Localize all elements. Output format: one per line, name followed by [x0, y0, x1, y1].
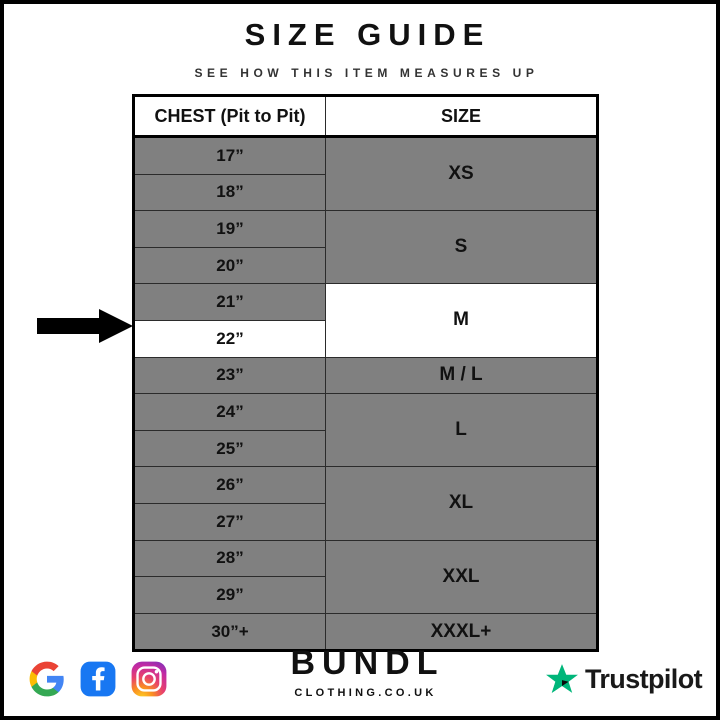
column-header-chest: CHEST (Pit to Pit) [133, 95, 326, 138]
table-row: 17” XS [133, 135, 598, 212]
chest-measurement-cell: 19” [133, 210, 326, 248]
table-row: 20” [133, 246, 598, 285]
facebook-icon[interactable] [79, 660, 117, 698]
instagram-icon[interactable] [130, 660, 168, 698]
size-label-cell: XS [325, 135, 598, 212]
table-row: 21” M [133, 283, 598, 358]
social-links [28, 660, 168, 698]
chest-measurement-cell: 30”+ [133, 612, 326, 652]
table-body: 17” XS 18” 19” S 20” 21” M 22” 23” M / L 24” L 25” 26”… [133, 135, 598, 652]
chest-measurement-cell: 28” [133, 539, 326, 578]
footer: BUNDL CLOTHING.CO.UK Trustpilot [4, 640, 716, 716]
trustpilot-star-icon [546, 664, 578, 693]
table-row: 18” [133, 173, 598, 212]
table-row: 23” M / L [133, 356, 598, 395]
size-label-cell: XXXL+ [325, 612, 598, 652]
size-label-cell: S [325, 210, 598, 285]
chest-measurement-cell: 17” [133, 136, 326, 175]
table-row: 24” L [133, 393, 598, 468]
column-header-size: SIZE [325, 95, 598, 138]
chest-measurement-cell: 29” [133, 576, 326, 614]
size-label-cell: M / L [325, 356, 598, 395]
chest-measurement-cell: 24” [133, 393, 326, 431]
chest-measurement-cell: 26” [133, 466, 326, 504]
brand-domain: CLOTHING.CO.UK [294, 687, 437, 699]
chest-measurement-cell: 20” [133, 246, 326, 285]
brand-name: BUNDL [290, 644, 445, 682]
size-table: CHEST (Pit to Pit) SIZE 17” XS 18” 19” S 20” 2… [132, 94, 599, 653]
chest-measurement-cell: 22” [133, 319, 326, 358]
table-row: 30”+ XXXL+ [133, 612, 598, 652]
size-label-cell: XL [325, 466, 598, 541]
table-header-row: CHEST (Pit to Pit) SIZE [133, 95, 598, 138]
table-row: 26” XL [133, 466, 598, 541]
google-icon[interactable] [28, 660, 66, 698]
table-row: 28” XXL [133, 539, 598, 614]
arrow-right-icon [37, 309, 133, 343]
size-table-container: CHEST (Pit to Pit) SIZE 17” XS 18” 19” S 20” 2… [132, 94, 599, 653]
page-subtitle: SEE HOW THIS ITEM MEASURES UP [194, 66, 539, 81]
size-label-cell: L [325, 393, 598, 468]
chest-measurement-cell: 27” [133, 502, 326, 541]
chest-measurement-cell: 18” [133, 173, 326, 212]
page-title: SIZE GUIDE [244, 17, 491, 52]
header: SIZE GUIDE SEE HOW THIS ITEM MEASURES UP [4, 17, 716, 81]
chest-measurement-cell: 25” [133, 429, 326, 468]
table-row: 19” S [133, 210, 598, 285]
selected-size-arrow [37, 309, 133, 343]
table-row: 25” [133, 429, 598, 468]
table-row: 29” [133, 576, 598, 614]
brand-logo: BUNDL CLOTHING.CO.UK [4, 644, 716, 699]
size-label-cell: M [325, 283, 598, 358]
trustpilot-label: Trustpilot [585, 663, 703, 694]
table-row: 27” [133, 502, 598, 541]
trustpilot-badge[interactable]: Trustpilot [545, 662, 703, 696]
chest-measurement-cell: 23” [133, 356, 326, 395]
chest-measurement-cell: 21” [133, 283, 326, 321]
size-label-cell: XXL [325, 539, 598, 614]
table-header: CHEST (Pit to Pit) SIZE [133, 95, 598, 138]
